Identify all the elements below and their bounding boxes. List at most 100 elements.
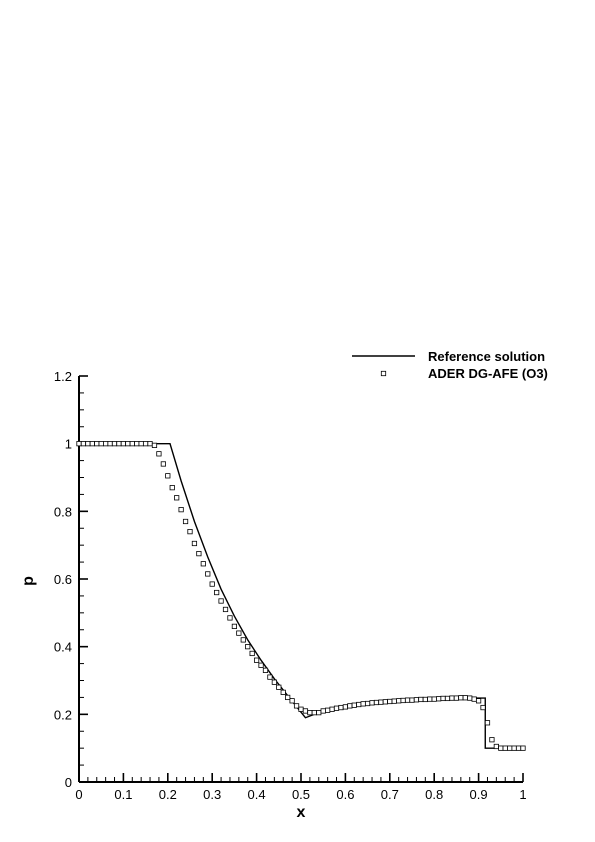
data-point (373, 699, 380, 706)
x-axis-title: x (297, 804, 306, 821)
data-point (253, 657, 260, 663)
data-point (191, 540, 198, 547)
data-point (431, 696, 437, 702)
data-point (298, 706, 304, 712)
data-point (409, 697, 415, 703)
x-tick-label: 0.3 (203, 787, 221, 802)
legend-label-reference: Reference solution (428, 349, 545, 364)
data-point (169, 485, 175, 491)
data-point (151, 442, 158, 448)
data-point (449, 695, 455, 701)
data-point (515, 745, 522, 751)
x-tick-label: 0.2 (159, 787, 177, 802)
series-layer (76, 441, 526, 751)
data-point (116, 441, 122, 447)
y-tick-label: 1 (65, 437, 72, 452)
data-point (218, 598, 224, 604)
series-reference-line (79, 442, 523, 749)
data-point (174, 495, 180, 501)
data-point (369, 700, 375, 706)
data-point (120, 441, 126, 447)
y-tick-label: 0.8 (54, 504, 72, 519)
data-point (471, 696, 477, 702)
data-point (475, 698, 482, 704)
data-point (333, 705, 340, 711)
data-point (249, 650, 255, 657)
data-point (356, 701, 362, 708)
data-point (165, 473, 171, 479)
data-point (94, 441, 100, 447)
y-tick-label: 0 (65, 775, 72, 790)
data-point (453, 695, 460, 701)
data-point (276, 684, 282, 690)
axes (78, 375, 524, 783)
data-point (280, 689, 286, 695)
x-tick-label: 0 (75, 787, 82, 802)
x-tick-label: 0.7 (381, 787, 399, 802)
data-point (396, 698, 402, 704)
legend-square-marker (380, 370, 387, 377)
y-axis-title: p (20, 576, 37, 586)
data-point (413, 697, 420, 703)
data-point (347, 703, 353, 709)
data-point (480, 704, 486, 711)
data-point (178, 507, 184, 513)
tick-labels: 0 0.1 0.2 0.3 0.4 0.5 0.6 0.7 0.8 0.9 1 0 0.2 0.4 0.6 0… (54, 369, 527, 802)
data-point (271, 679, 277, 685)
data-point (489, 737, 495, 743)
data-point (338, 704, 344, 711)
data-point (258, 662, 264, 668)
data-point (262, 667, 269, 673)
x-tick-label: 0.4 (248, 787, 266, 802)
y-tick-label: 1.2 (54, 369, 72, 384)
data-point (427, 696, 433, 702)
data-point (209, 581, 215, 587)
data-point (205, 571, 211, 577)
data-point (129, 441, 135, 447)
data-point (498, 745, 504, 751)
data-point (351, 702, 357, 708)
data-point (458, 695, 464, 701)
data-point (138, 441, 144, 447)
data-point (182, 518, 189, 525)
x-tick-label: 0.9 (470, 787, 488, 802)
data-point (387, 698, 393, 705)
data-point (444, 695, 451, 702)
data-point (342, 704, 349, 710)
data-point (200, 561, 206, 567)
data-point (134, 441, 140, 447)
data-point (382, 699, 388, 705)
data-point (107, 441, 113, 447)
data-point (160, 461, 166, 467)
data-point (142, 441, 149, 447)
data-point (440, 695, 446, 702)
data-point (467, 695, 473, 701)
y-tick-label: 0.6 (54, 572, 72, 587)
data-point (391, 698, 397, 704)
data-point (364, 700, 371, 707)
data-point (507, 745, 513, 751)
data-point (98, 441, 104, 447)
data-point (462, 695, 468, 701)
data-point (289, 698, 295, 704)
data-point (187, 529, 193, 535)
data-point (325, 707, 331, 713)
data-point (320, 708, 326, 714)
x-tick-label: 0.1 (114, 787, 132, 802)
data-point (360, 701, 366, 707)
data-point (400, 697, 406, 704)
data-point (511, 745, 517, 751)
data-point (245, 644, 251, 650)
data-point (89, 441, 95, 447)
data-point (311, 710, 317, 716)
data-point (316, 710, 322, 716)
data-point (240, 637, 246, 643)
x-tick-label: 0.5 (292, 787, 310, 802)
data-point (285, 694, 291, 701)
data-point (422, 696, 428, 703)
data-point (236, 630, 242, 636)
data-point (329, 706, 335, 712)
x-tick-label: 0.6 (336, 787, 354, 802)
data-point (80, 441, 87, 447)
